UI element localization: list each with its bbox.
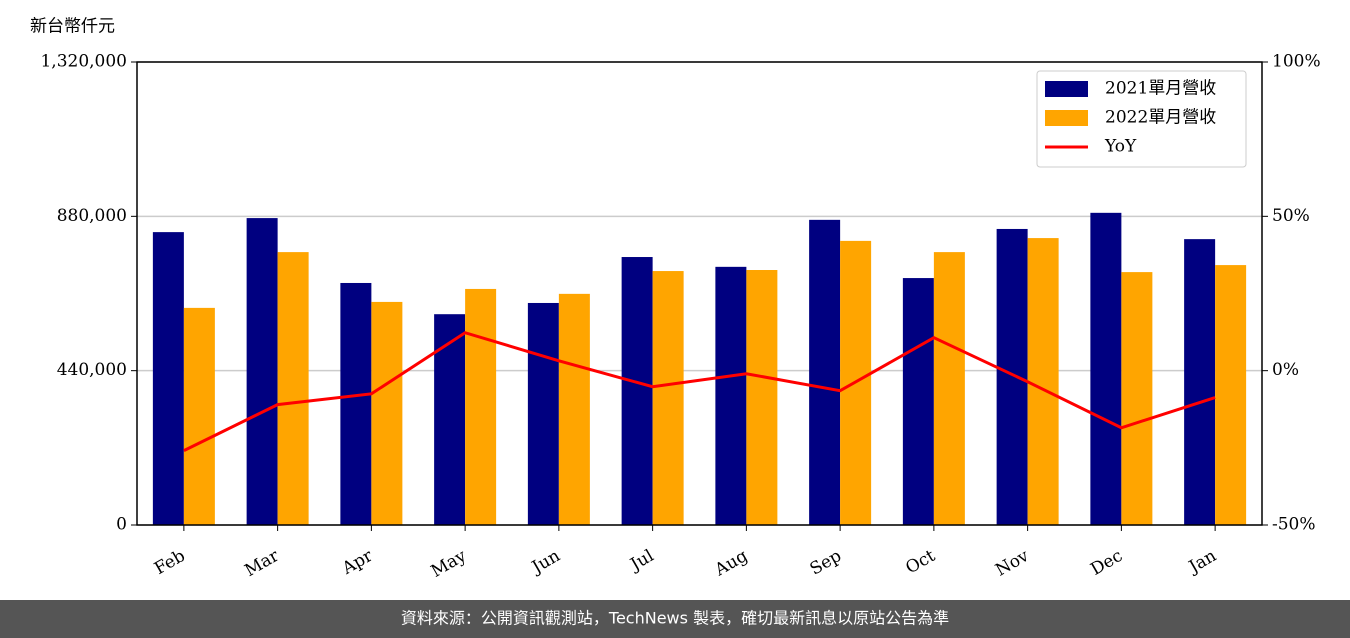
bar [933,252,965,526]
footer-text: 資料來源：公開資訊觀測站，TechNews 製表，確切最新訊息以原站公告為準 [401,609,949,628]
x-tick-label: Dec [1087,546,1126,580]
bar [1215,265,1247,525]
bar [152,232,184,525]
legend: 2021單月營收 2022單月營收 YoY [1036,70,1247,168]
footer-bar [0,600,1350,638]
legend-label: YoY [1104,137,1137,157]
x-tick-label: Jan [1184,546,1220,578]
bar [996,228,1028,525]
y-tick-label: 0 [116,515,127,535]
y2-tick-label: 100% [1272,52,1321,72]
y2-tick-label: 50% [1272,206,1310,226]
bar [527,302,559,525]
bar [340,282,372,525]
bar [621,257,653,525]
bar [371,301,403,525]
legend-swatch [1045,81,1088,97]
x-tick-label: Apr [338,545,377,579]
bar [465,288,497,525]
bar [902,278,934,525]
bar [809,219,841,525]
legend-swatch [1045,110,1088,126]
bar [183,307,215,525]
legend-label: 2021單月營收 [1105,79,1216,99]
plot-frame [136,61,1263,526]
legend-box [1036,70,1247,168]
x-tick-label: Feb [151,546,189,579]
bar [652,271,684,525]
bar [1184,239,1216,525]
bar [277,252,309,526]
bar [746,269,778,525]
y-tick-label: 440,000 [57,360,127,380]
y2-tick-label: -50% [1272,515,1316,535]
y-tick-label: 1,320,000 [40,52,127,72]
bar [1121,272,1153,525]
y2-tick-label: 0% [1272,360,1299,380]
legend-label: 2022單月營收 [1105,108,1216,128]
x-tick-label: Jun [527,546,564,579]
bar [558,293,590,525]
x-tick-label: Mar [241,545,283,581]
bar [1090,212,1122,526]
bar [1027,238,1059,525]
bar [434,314,466,525]
x-tick-label: May [428,546,471,582]
x-tick-label: Sep [807,546,845,580]
x-tick-label: Aug [711,546,752,581]
x-tick-label: Jul [626,546,658,576]
x-tick-label: Nov [992,546,1032,581]
y-tick-label: 880,000 [57,206,127,226]
bar [715,266,747,525]
x-tick-label: Oct [902,546,938,579]
y-axis-label: 新台幣仟元 [30,17,115,37]
line [183,331,1216,452]
bar [246,218,278,525]
